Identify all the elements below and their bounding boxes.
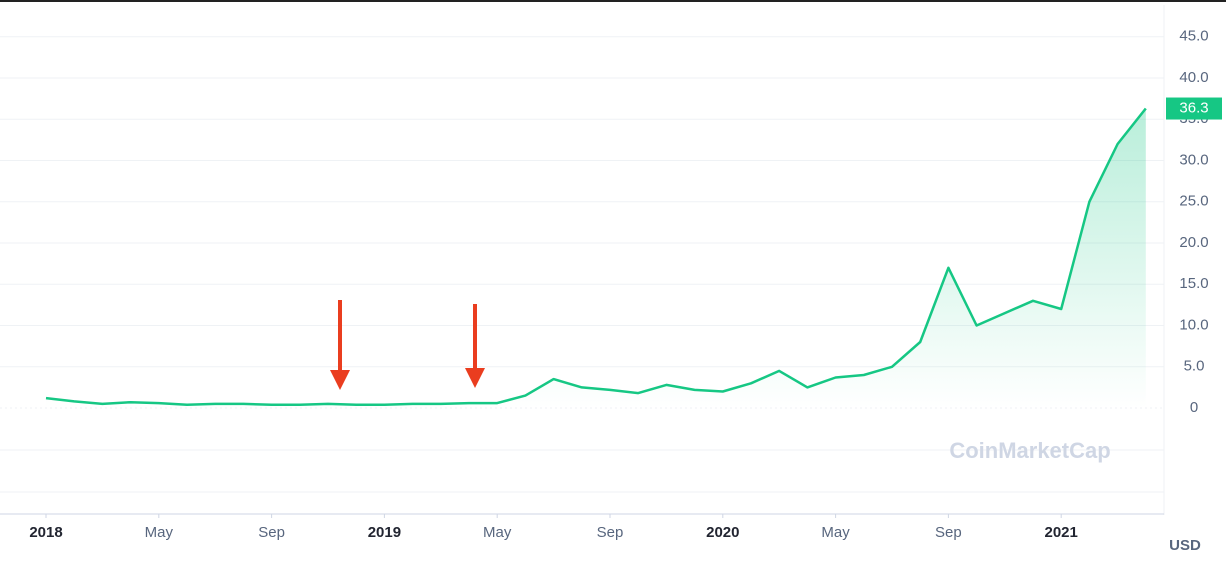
watermark: CoinMarketCap — [949, 438, 1110, 463]
x-tick-label: Sep — [597, 524, 624, 541]
y-tick-label: 15.0 — [1179, 275, 1208, 292]
y-tick-label: 30.0 — [1179, 151, 1208, 168]
plot: 05.010.015.020.025.030.035.040.045.02018… — [0, 28, 1222, 541]
y-tick-label: 40.0 — [1179, 69, 1208, 86]
y-tick-label: 5.0 — [1184, 358, 1205, 375]
y-tick-label: 0 — [1190, 399, 1198, 416]
y-tick-label: 10.0 — [1179, 316, 1208, 333]
x-tick-label: May — [821, 524, 850, 541]
price-line — [45, 107, 1147, 406]
area — [46, 108, 1146, 408]
x-tick-label: May — [483, 524, 512, 541]
x-tick-label: Sep — [258, 524, 285, 541]
annotation-arrow — [330, 300, 350, 390]
x-tick-label: 2019 — [368, 524, 401, 541]
x-tick-label: 2021 — [1045, 524, 1078, 541]
y-tick-label: 45.0 — [1179, 28, 1208, 45]
annotation-arrow — [465, 304, 485, 388]
price-badge — [1166, 97, 1222, 120]
x-tick-label: 2020 — [706, 524, 739, 541]
y-tick-label: 25.0 — [1179, 193, 1208, 210]
x-tick-label: May — [145, 524, 174, 541]
price-label: 36.3 — [1179, 99, 1208, 116]
x-tick-label: 2018 — [29, 524, 62, 541]
y-tick-label: 20.0 — [1179, 234, 1208, 251]
currency-label: USD — [1169, 537, 1201, 554]
x-tick-label: Sep — [935, 524, 962, 541]
